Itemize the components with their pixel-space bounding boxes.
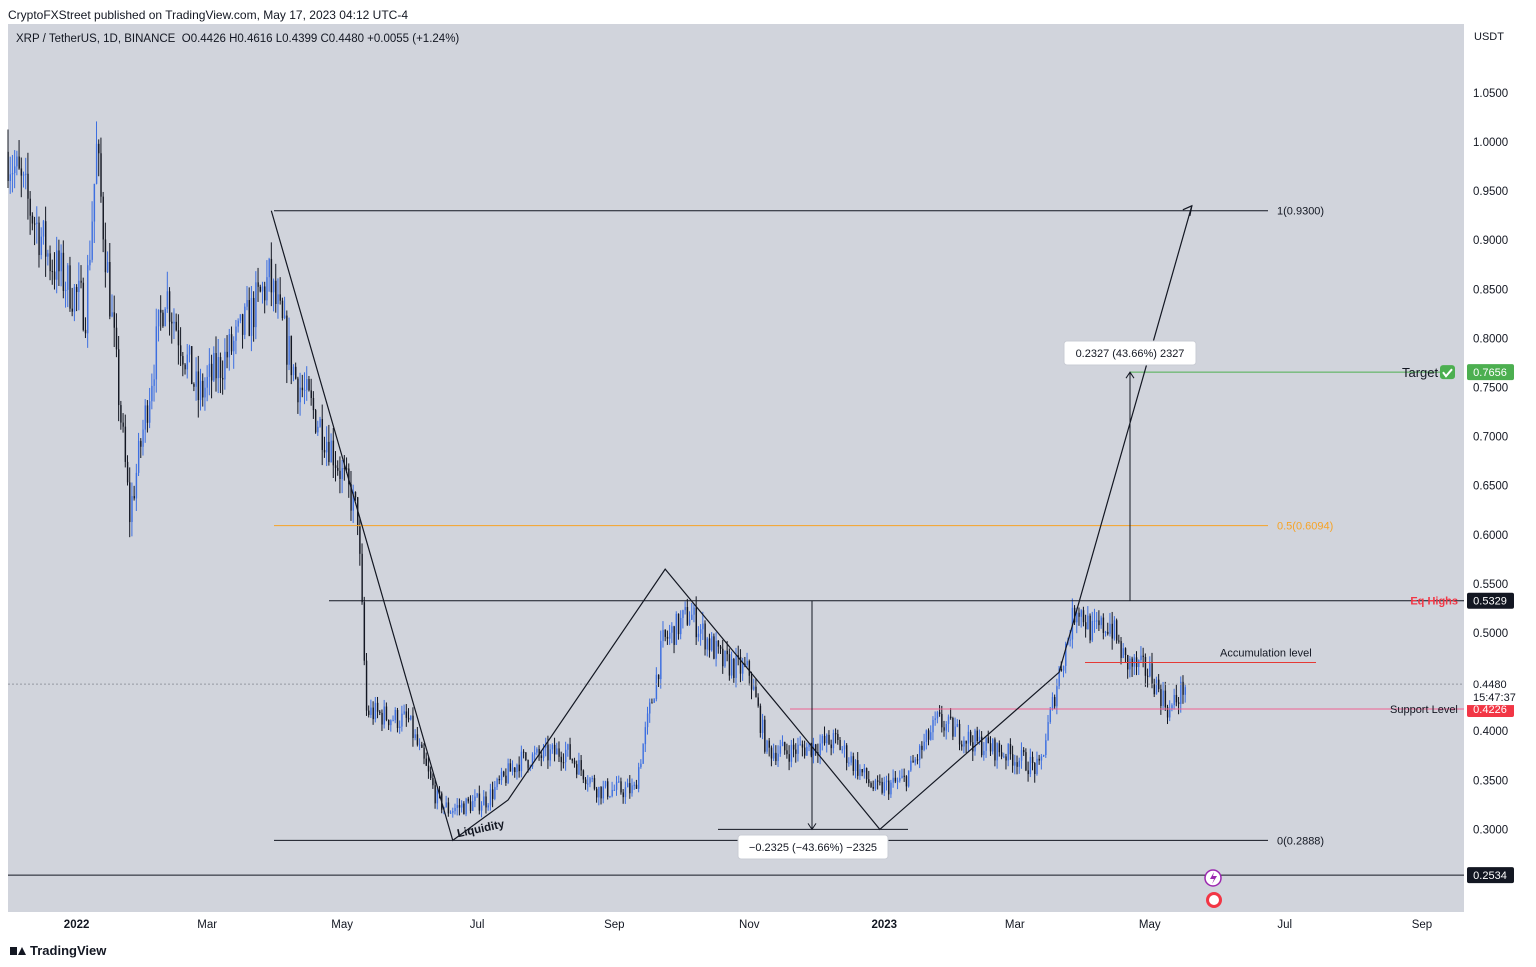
tradingview-logo[interactable]: TradingView bbox=[10, 943, 106, 958]
chart-area[interactable] bbox=[8, 24, 1528, 936]
ohlc-values: O0.4426 H0.4616 L0.4399 C0.4480 +0.0055 … bbox=[181, 33, 460, 45]
logo-text: TradingView bbox=[30, 943, 107, 958]
tradingview-logo-icon bbox=[10, 946, 26, 956]
symbol-ohlc-line: XRP / TetherUS, 1D, BINANCE O0.4426 H0.4… bbox=[16, 33, 459, 45]
symbol-label[interactable]: XRP / TetherUS, 1D, BINANCE bbox=[16, 33, 176, 45]
published-caption: CryptoFXStreet published on TradingView.… bbox=[8, 8, 408, 22]
